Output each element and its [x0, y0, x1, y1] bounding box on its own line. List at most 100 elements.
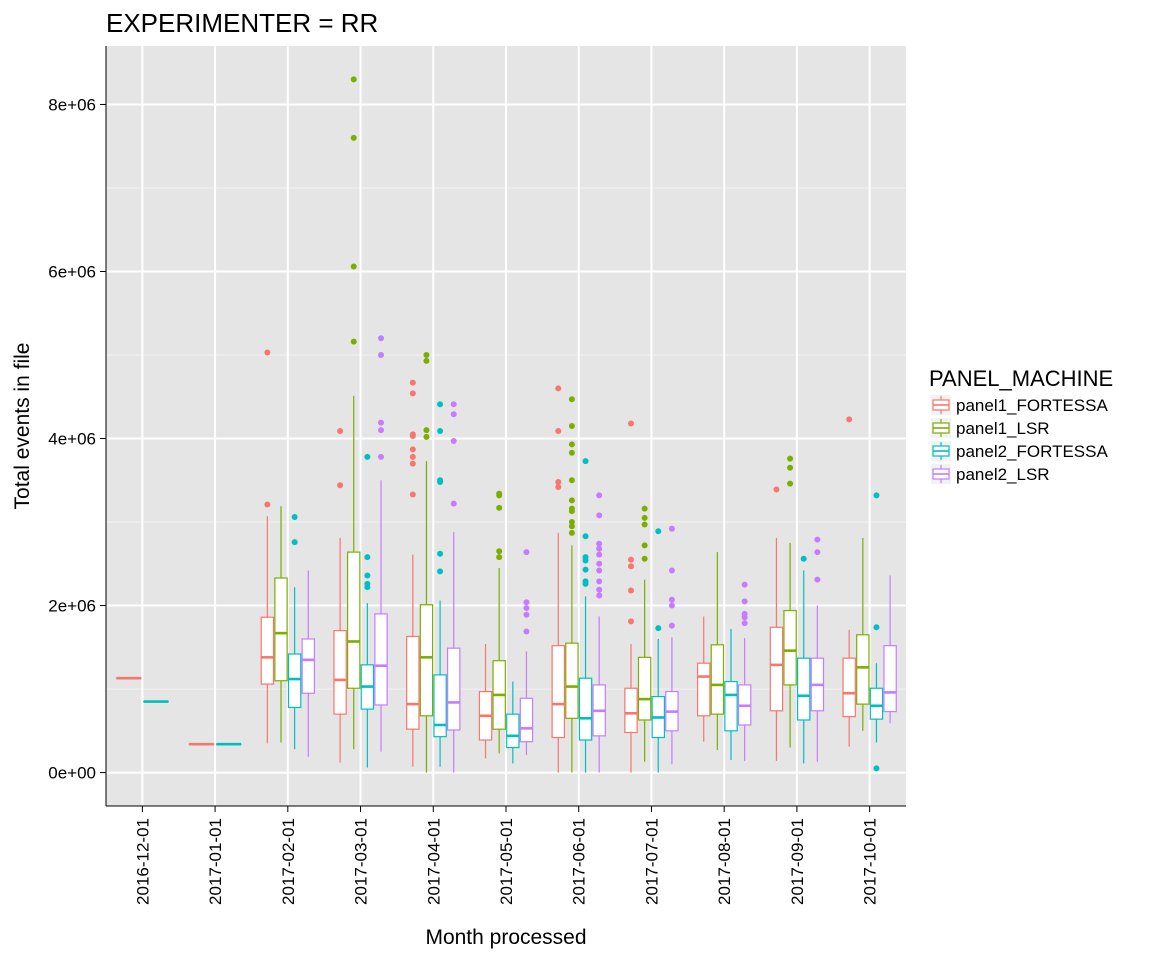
outlier-point [596, 578, 603, 585]
outlier-point [846, 416, 853, 423]
outlier-point [668, 622, 675, 629]
legend-entry-label: panel2_LSR [956, 465, 1050, 484]
outlier-point [423, 352, 430, 359]
box-panel1_FORTESSA [333, 428, 347, 763]
box-panel1_FORTESSA [842, 416, 856, 747]
box-body [551, 645, 566, 739]
box-body [333, 630, 347, 715]
outlier-point [350, 76, 357, 83]
y-tick-label: 6e+06 [48, 262, 96, 281]
outlier-point [523, 599, 530, 606]
outlier-point [814, 549, 821, 556]
box-body [346, 551, 361, 689]
box-body [769, 626, 784, 712]
x-tick-label: 2017-04-01 [424, 818, 443, 905]
outlier-point [628, 420, 634, 427]
box-panel2_LSR [810, 536, 825, 762]
chart-title: EXPERIMENTER = RR [106, 8, 378, 38]
legend-title: PANEL_MACHINE [929, 366, 1113, 391]
y-tick-label: 2e+06 [48, 597, 96, 616]
outlier-point [409, 491, 416, 498]
outlier-point [523, 605, 530, 612]
box-panel1_FORTESSA [478, 643, 493, 759]
major-gridlines [106, 46, 906, 806]
outlier-point [423, 427, 430, 434]
box-panel1_FORTESSA [551, 385, 566, 773]
outlier-point [568, 441, 575, 448]
outlier-point [409, 460, 416, 467]
outlier-point [437, 428, 444, 435]
box-panel2_LSR [737, 581, 752, 761]
outlier-point [787, 455, 794, 462]
outlier-point [496, 554, 503, 561]
box-body [287, 653, 302, 709]
outlier-point [628, 587, 634, 594]
outlier-point [668, 596, 675, 603]
outlier-point [596, 540, 603, 547]
outlier-point [641, 521, 648, 528]
box-panel2_FORTESSA [287, 514, 302, 750]
outlier-point [814, 536, 821, 543]
outlier-point [596, 560, 603, 567]
box-panel1_FORTESSA [406, 379, 420, 767]
y-tick-label: 8e+06 [48, 95, 96, 114]
outlier-point [582, 458, 589, 465]
outlier-point [773, 486, 780, 493]
box-panel1_LSR [565, 396, 579, 773]
outlier-point [264, 349, 271, 356]
box-panel1_FORTESSA [696, 616, 711, 742]
outlier-point [628, 618, 634, 625]
box-body [856, 634, 870, 705]
outlier-point [596, 512, 603, 519]
outlier-point [596, 586, 603, 593]
box-body [565, 642, 579, 719]
legend-entry-label: panel2_FORTESSA [956, 442, 1108, 461]
outlier-point [364, 572, 371, 579]
box-body [519, 697, 534, 743]
outlier-point [378, 453, 384, 460]
x-tick-label: 2017-05-01 [497, 818, 516, 905]
outlier-point [668, 525, 675, 532]
outlier-point [437, 550, 444, 557]
outlier-point [641, 514, 648, 521]
box-panel2_FORTESSA [869, 492, 884, 772]
outlier-point [568, 423, 575, 429]
x-axis-title: Month processed [425, 926, 586, 949]
box-body [624, 687, 638, 734]
outlier-point [364, 580, 371, 587]
outlier-point [568, 523, 575, 530]
outlier-point [873, 765, 880, 772]
x-tick-label: 2017-02-01 [279, 818, 298, 905]
outlier-point [628, 563, 634, 570]
outlier-point [568, 529, 575, 536]
outlier-point [409, 379, 416, 386]
outlier-point [378, 419, 384, 426]
outlier-point [523, 549, 530, 556]
outlier-point [409, 431, 416, 438]
x-tick-label: 2017-09-01 [788, 818, 807, 905]
outlier-point [596, 551, 603, 558]
outlier-point [787, 464, 794, 471]
box-body [446, 647, 461, 731]
outlier-point [496, 548, 503, 555]
box-body [637, 656, 652, 721]
outlier-point [568, 505, 575, 512]
outlier-point [814, 576, 821, 583]
box-body [783, 609, 797, 686]
box-body [433, 674, 447, 738]
outlier-point [523, 611, 530, 618]
box-panel2_LSR [301, 570, 316, 757]
outlier-point [378, 352, 384, 359]
outlier-point [450, 500, 457, 507]
outlier-point [291, 514, 298, 521]
outlier-point [264, 501, 271, 508]
outlier-point [741, 598, 748, 605]
outlier-point [409, 446, 416, 453]
box-panel1_LSR [274, 506, 288, 743]
outlier-point [800, 555, 807, 562]
x-tick-label: 2017-01-01 [206, 818, 225, 905]
outlier-point [350, 134, 357, 141]
outlier-point [596, 492, 603, 499]
box-panel1_LSR [637, 505, 652, 762]
